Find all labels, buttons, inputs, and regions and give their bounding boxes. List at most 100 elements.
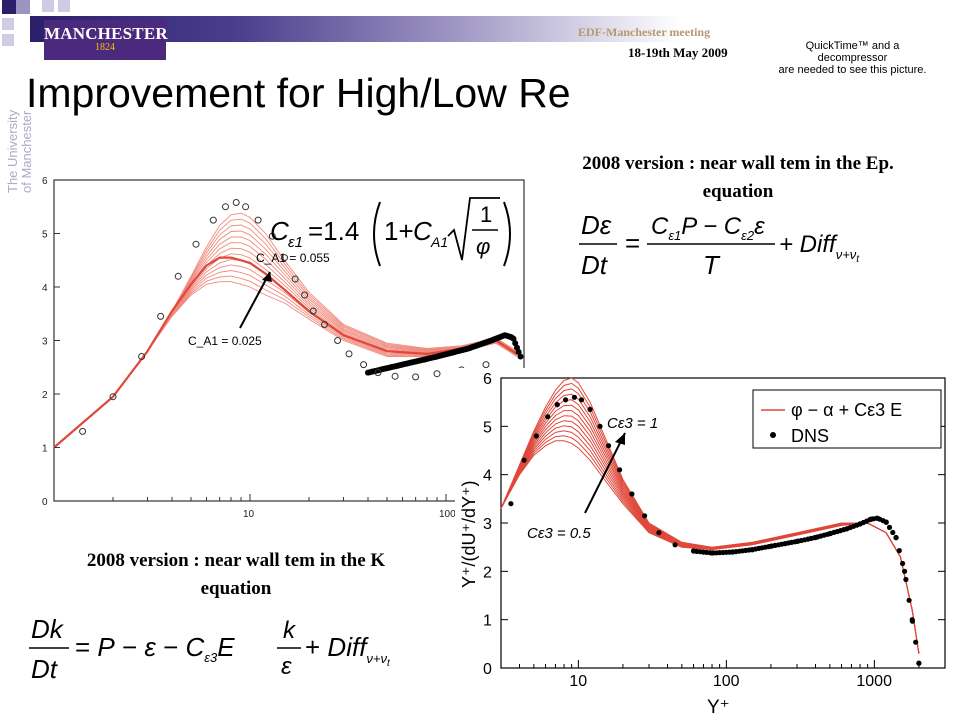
dns-point (629, 491, 635, 497)
open-circle-point (374, 369, 382, 377)
x-tick-label: 10 (243, 509, 255, 520)
red-mean-line (53, 256, 518, 449)
eq-c-eps1-sub: ε1 (288, 234, 303, 251)
dns-point (578, 397, 585, 403)
eq-paren-right (503, 201, 511, 267)
ep-eq: = (625, 228, 640, 258)
quicktime-placeholder: QuickTime™ and a decompressor are needed… (760, 40, 945, 76)
dns-dense-point (893, 535, 899, 541)
y-tick-label: 5 (42, 230, 48, 241)
open-circle-point (345, 350, 353, 358)
open-circle-point (301, 291, 309, 299)
date-label: 18-19th May 2009 (628, 45, 728, 60)
open-circle-point (109, 393, 117, 401)
legend-red-label: φ − α + Cε3 E (791, 400, 902, 420)
ep-rhs-num: Cε1P − Cε2ε (651, 213, 765, 243)
header-square (42, 0, 54, 12)
k-equation: Dk Dt = P − ε − Cε3E k ε + Diffν+νt (29, 614, 391, 684)
eq-c-eps1-lhs: C (270, 216, 289, 246)
black-curve-point (517, 353, 524, 360)
legend: φ − α + Cε3 E DNS (752, 389, 942, 449)
eq-frac-den: φ (476, 234, 490, 259)
y-tick-label: 3 (483, 516, 492, 533)
dns-dense-point (903, 576, 909, 583)
y-tick-label: 5 (483, 419, 492, 436)
chart-left: 0 1 2 3 4 5 6 10 100 C ε1 =1.4 1+ C A1 1 φ C_A1 … (42, 176, 527, 520)
y-tick-label: 6 (42, 176, 48, 187)
open-circle-point (209, 216, 217, 224)
university-vertical-logo: The University of Manchester (5, 109, 32, 193)
open-circle-point (174, 272, 182, 280)
x-tick-label: 100 (439, 509, 456, 520)
annotation-ca1-high: C_A1 = 0.055 (256, 251, 330, 265)
dns-point (656, 530, 662, 536)
dns-dense-point (896, 548, 902, 554)
x-tick-label: 10 (569, 673, 587, 690)
k-lhs-den: Dt (31, 654, 59, 684)
dns-point (597, 423, 603, 429)
dns-point (642, 513, 648, 519)
annotation-ce3-high: Cε3 = 1 (607, 415, 658, 432)
dns-dense-point (913, 639, 919, 645)
header-band (30, 16, 960, 42)
quicktime-line: QuickTime™ and a (805, 40, 900, 52)
dns-dense-point (886, 524, 893, 530)
y-tick-label: 1 (483, 613, 492, 630)
k-frac-den: ε (281, 653, 292, 680)
dns-dense-point (909, 618, 915, 624)
dns-point (606, 443, 612, 449)
black-curve-point (510, 335, 517, 342)
y-tick-label: 0 (483, 661, 492, 678)
dns-dense-point (906, 597, 912, 603)
open-circle-point (138, 353, 146, 360)
ep-lhs-num: Dε (581, 210, 612, 240)
dns-point (554, 402, 560, 408)
logo-text: MANCHESTER (44, 24, 168, 43)
eq-frac-num: 1 (480, 202, 492, 227)
header-square (58, 0, 70, 12)
open-circle-point (433, 370, 441, 378)
annotation-ce3-low: Cε3 = 0.5 (527, 525, 591, 542)
eq-c-eps1-ca: C (413, 216, 432, 246)
ep-rhs-den: T (703, 250, 721, 280)
open-circle-point (391, 372, 399, 380)
dns-dense-point (883, 519, 889, 525)
eq-c-eps1-eq: =1.4 (308, 216, 359, 246)
open-circle-point (309, 307, 317, 315)
ep-diff: + Diffν+νt (779, 231, 860, 265)
y-tick-label: 4 (483, 468, 492, 485)
header-square (2, 34, 14, 46)
open-circle-point (268, 232, 276, 240)
dns-point (672, 542, 678, 548)
slide-title: Improvement for High/Low Re (26, 70, 571, 116)
k-rhs-a: = P − ε − Cε3E (75, 632, 235, 665)
open-circle-point (291, 275, 299, 283)
legend-black-label: DNS (791, 426, 829, 446)
dns-point (508, 501, 514, 507)
dns-point (521, 457, 527, 463)
dns-point (545, 414, 551, 420)
dns-point (571, 394, 577, 400)
open-circle-point (192, 240, 200, 248)
meeting-label: EDF-Manchester meeting (578, 25, 711, 39)
annotation-ca1-low: C_A1 = 0.025 (188, 334, 262, 348)
y-tick-label: 1 (42, 444, 48, 455)
ep-lhs-den: Dt (581, 250, 609, 280)
header-square (2, 18, 14, 30)
dns-point (617, 467, 623, 473)
vertical-logo-line2: of Manchester (19, 110, 32, 193)
y-tick-label: 2 (483, 564, 492, 581)
open-circle-point (222, 203, 229, 211)
dns-dense-point (916, 660, 922, 666)
annotation-arrowhead-right (615, 433, 625, 445)
quicktime-line: decompressor (817, 52, 888, 64)
open-circle-point (79, 427, 87, 435)
x-tick-label: 100 (713, 673, 740, 690)
dns-point (902, 568, 908, 574)
legend-box (752, 389, 942, 449)
open-circle-point (360, 361, 368, 369)
annotation-arrow (239, 271, 271, 329)
eq-sqrt (447, 197, 500, 261)
open-circle-point (412, 373, 420, 381)
chart-right: 0 1 2 3 4 5 6 10 100 1000 Y⁺/(dU⁺/dY⁺) Y⁺ φ − α +… (455, 368, 955, 720)
